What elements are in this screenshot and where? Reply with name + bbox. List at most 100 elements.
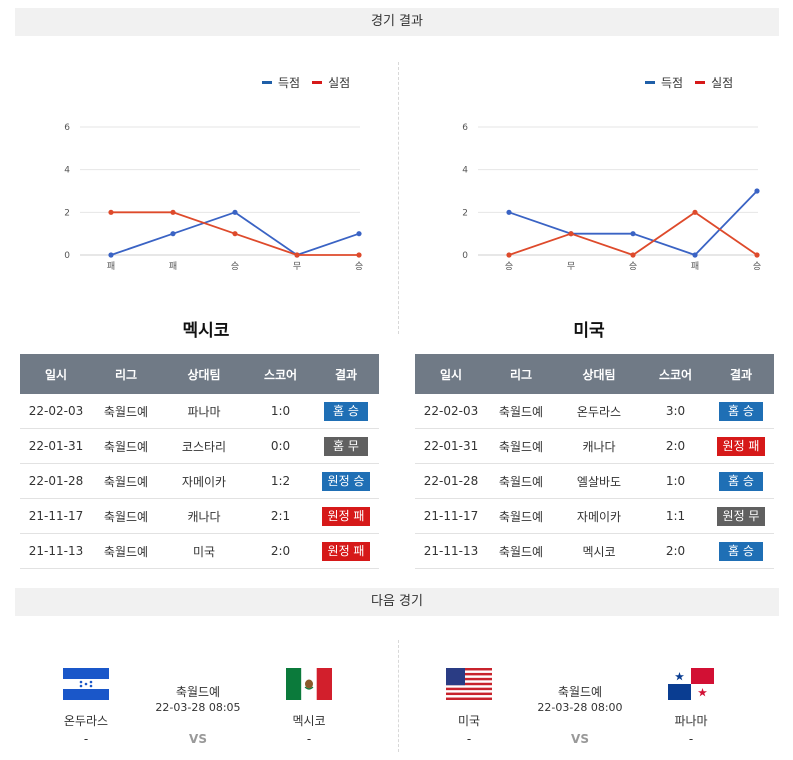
cell-opponent: 코스타리 xyxy=(160,428,248,464)
result-badge: 원정 승 xyxy=(321,471,371,491)
x-tick-label: 무 xyxy=(567,261,575,272)
results-table-left: 일시 리그 상대팀 스코어 결과 22-02-03 축월드예 파나마 1:0 홈 승 22… xyxy=(20,354,379,569)
cell-score: 1:0 xyxy=(643,463,708,499)
data-point-conceded xyxy=(232,231,238,237)
col-score: 스코어 xyxy=(643,354,708,394)
cell-score: 3:0 xyxy=(643,394,708,429)
table-row: 21-11-17 축월드예 캐나다 2:1 원정 패 xyxy=(20,498,379,534)
next-match-right: 미국 - 축월드예 22-03-28 08:00 VS 파나마 - xyxy=(400,640,782,760)
data-point-conceded xyxy=(630,252,636,258)
home-team-name: 미국 xyxy=(457,714,481,728)
col-score: 스코어 xyxy=(248,354,313,394)
x-tick-label: 승 xyxy=(629,261,637,272)
x-tick-label: 패 xyxy=(691,261,699,272)
next-section-title: 다음 경기 xyxy=(371,594,423,609)
table-row: 22-01-28 축월드예 엘살바도 1:0 홈 승 xyxy=(415,463,774,499)
col-league: 리그 xyxy=(487,354,555,394)
series-line-scored xyxy=(508,190,758,257)
away-team-name: 멕시코 xyxy=(292,714,326,728)
y-tick-label: 4 xyxy=(462,166,468,176)
cell-score: 2:0 xyxy=(248,533,313,569)
data-point-conceded xyxy=(754,252,760,258)
data-point-scored xyxy=(692,252,698,258)
cell-date: 22-01-31 xyxy=(20,428,92,464)
cell-opponent: 파나마 xyxy=(160,394,248,429)
legend-scored: 득점 xyxy=(645,74,683,91)
cell-opponent: 캐나다 xyxy=(160,498,248,534)
cell-league: 축월드예 xyxy=(92,428,160,464)
away-team-extra: - xyxy=(688,732,694,746)
away-team-name: 파나마 xyxy=(674,714,708,728)
cell-date: 21-11-13 xyxy=(415,533,487,569)
form-chart-right: 0 2 4 6 승 무 승 패 승 xyxy=(462,123,761,272)
cell-result: 원정 무 xyxy=(708,498,774,534)
result-badge: 홈 승 xyxy=(719,541,763,561)
cell-score: 1:0 xyxy=(248,394,313,429)
cell-league: 축월드예 xyxy=(92,533,160,569)
result-badge: 홈 승 xyxy=(324,401,368,421)
y-tick-label: 6 xyxy=(462,123,468,133)
vs-label: VS xyxy=(571,732,589,746)
data-point-conceded xyxy=(170,209,176,215)
x-tick-label: 승 xyxy=(355,261,363,272)
cell-result: 홈 승 xyxy=(708,533,774,569)
team-title-right: 미국 xyxy=(573,321,605,341)
x-tick-label: 패 xyxy=(169,261,177,272)
cell-league: 축월드예 xyxy=(92,394,160,429)
table-header-row: 일시 리그 상대팀 스코어 결과 xyxy=(415,354,774,394)
data-point-conceded xyxy=(108,209,114,215)
x-tick-label: 승 xyxy=(231,261,239,272)
cell-result: 홈 무 xyxy=(313,428,379,464)
team-title-left: 멕시코 xyxy=(182,321,230,341)
vs-label: VS xyxy=(189,732,207,746)
form-chart-left: 0 2 4 6 패 패 승 무 승 xyxy=(64,123,363,272)
x-tick-label: 패 xyxy=(107,261,115,272)
cell-opponent: 엘살바도 xyxy=(555,463,643,499)
data-point-scored xyxy=(630,231,636,237)
honduras-flag-icon xyxy=(63,668,109,700)
match-league: 축월드예 xyxy=(175,685,221,699)
mexico-flag-icon xyxy=(286,668,332,700)
legend-scored-label: 득점 xyxy=(278,76,301,90)
y-tick-label: 4 xyxy=(64,166,70,176)
table-header-row: 일시 리그 상대팀 스코어 결과 xyxy=(20,354,379,394)
cell-league: 축월드예 xyxy=(487,428,555,464)
cell-date: 22-01-28 xyxy=(20,463,92,499)
cell-result: 홈 승 xyxy=(708,394,774,429)
col-result: 결과 xyxy=(708,354,774,394)
legend-scored: 득점 xyxy=(262,74,300,91)
cell-result: 원정 승 xyxy=(313,463,379,499)
cell-score: 2:0 xyxy=(643,533,708,569)
legend-conceded: 실점 xyxy=(312,74,350,91)
table-row: 21-11-13 축월드예 멕시코 2:0 홈 승 xyxy=(415,533,774,569)
home-team-extra: - xyxy=(466,732,472,746)
col-league: 리그 xyxy=(92,354,160,394)
data-point-scored xyxy=(754,188,760,194)
result-badge: 원정 무 xyxy=(716,506,766,526)
data-point-conceded xyxy=(568,231,574,237)
col-opponent: 상대팀 xyxy=(555,354,643,394)
result-badge: 홈 무 xyxy=(324,436,368,456)
cell-result: 원정 패 xyxy=(708,428,774,464)
table-row: 22-02-03 축월드예 파나마 1:0 홈 승 xyxy=(20,394,379,429)
table-row: 22-01-31 축월드예 코스타리 0:0 홈 무 xyxy=(20,428,379,464)
cell-result: 홈 승 xyxy=(313,394,379,429)
data-point-conceded xyxy=(692,209,698,215)
cell-date: 22-01-28 xyxy=(415,463,487,499)
away-team-extra: - xyxy=(306,732,312,746)
col-date: 일시 xyxy=(20,354,92,394)
result-badge: 홈 승 xyxy=(719,471,763,491)
cell-score: 2:0 xyxy=(643,428,708,464)
legend-conceded-label: 실점 xyxy=(328,76,351,90)
next-divider xyxy=(398,640,399,752)
cell-date: 21-11-13 xyxy=(20,533,92,569)
data-point-conceded xyxy=(506,252,512,258)
cell-result: 원정 패 xyxy=(313,533,379,569)
data-point-scored xyxy=(506,209,512,215)
next-section-header: 다음 경기 xyxy=(15,588,779,616)
cell-date: 22-02-03 xyxy=(20,394,92,429)
cell-opponent: 자메이카 xyxy=(160,463,248,499)
cell-score: 1:1 xyxy=(643,498,708,534)
cell-league: 축월드예 xyxy=(92,463,160,499)
cell-opponent: 미국 xyxy=(160,533,248,569)
